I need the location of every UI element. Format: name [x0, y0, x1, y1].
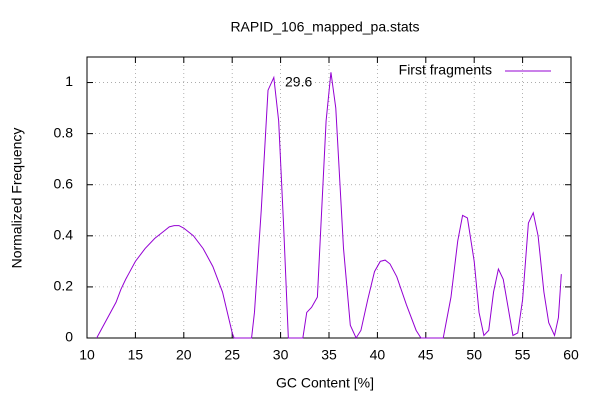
y-tick-label: 0.6: [54, 175, 74, 191]
x-tick-label: 50: [466, 347, 482, 363]
y-axis-label: Normalized Frequency: [9, 128, 25, 269]
x-tick-label: 55: [515, 347, 531, 363]
annotation: 29.6: [285, 74, 312, 90]
chart-title: RAPID_106_mapped_pa.stats: [230, 19, 419, 35]
y-tick-label: 0: [65, 329, 73, 345]
x-tick-label: 10: [79, 347, 95, 363]
y-tick-label: 1: [65, 73, 73, 89]
x-tick-label: 35: [321, 347, 337, 363]
x-tick-label: 45: [418, 347, 434, 363]
y-tick-label: 0.4: [54, 227, 74, 243]
x-tick-label: 15: [128, 347, 144, 363]
y-tick-label: 0.2: [54, 278, 74, 294]
x-tick-label: 30: [273, 347, 289, 363]
x-tick-label: 20: [176, 347, 192, 363]
x-axis-label: GC Content [%]: [276, 375, 374, 391]
plot-border: [86, 56, 572, 339]
x-tick-label: 60: [563, 347, 579, 363]
legend-label: First fragments: [399, 62, 492, 78]
x-tick-label: 40: [370, 347, 386, 363]
x-tick-label: 25: [224, 347, 240, 363]
y-tick-label: 0.8: [54, 124, 74, 140]
data-line: [96, 72, 562, 340]
